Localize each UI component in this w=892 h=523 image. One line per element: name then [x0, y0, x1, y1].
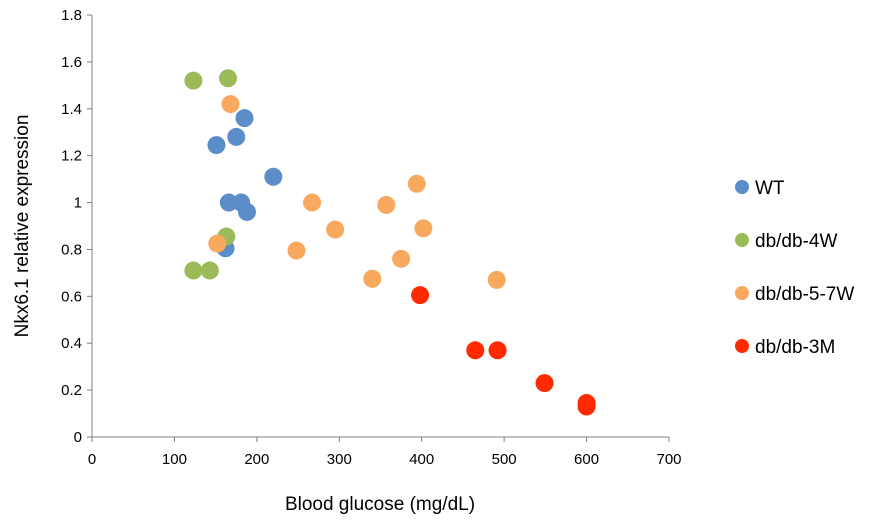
data-point-db-db-5-7w [303, 193, 322, 212]
y-tick-label: 1.2 [61, 148, 82, 165]
data-point-wt [207, 136, 226, 155]
data-point-db-db-5-7w [392, 249, 411, 268]
data-point-db-db-5-7w [326, 220, 345, 239]
x-tick-label: 700 [656, 451, 681, 468]
x-tick-label: 0 [88, 451, 96, 468]
x-tick-label: 600 [574, 451, 599, 468]
data-point-db-db-5-7w [287, 241, 306, 260]
data-point-wt [237, 202, 256, 221]
legend-item-db-db-3m: db/db-3M [735, 337, 835, 358]
axes: 0 100 200 300 400 500 600 700 0 0.2 0.4 0.6 0.8 1 1.2… [61, 7, 681, 468]
data-point-wt [235, 109, 254, 128]
legend-label: WT [755, 178, 785, 199]
y-tick-label: 1.8 [61, 7, 82, 24]
y-tick-label: 1 [74, 195, 82, 212]
y-tick-label: 1.4 [61, 101, 82, 118]
data-point-wt [264, 167, 283, 186]
data-points [184, 69, 596, 416]
legend-item-db-db-4w: db/db-4W [735, 231, 837, 252]
y-axis-title: Nkx6.1 relative expression [12, 115, 33, 338]
y-tick-label: 0 [74, 429, 82, 446]
data-point-db-db-5-7w [487, 270, 506, 289]
legend-label: db/db-5-7W [755, 284, 854, 305]
data-point-db-db-3m [577, 397, 596, 416]
data-point-db-db-5-7w [377, 195, 396, 214]
x-tick-label: 400 [409, 451, 434, 468]
x-ticks: 0 100 200 300 400 500 600 700 [88, 437, 682, 468]
data-point-db-db-5-7w [407, 174, 426, 193]
x-tick-label: 100 [162, 451, 187, 468]
y-ticks: 0 0.2 0.4 0.6 0.8 1 1.2 1.4 1.6 1.8 [61, 7, 92, 446]
data-point-db-db-4w [184, 261, 203, 280]
data-point-db-db-5-7w [363, 269, 382, 288]
data-point-db-db-4w [184, 71, 203, 90]
y-tick-label: 1.6 [61, 54, 82, 71]
x-axis-title: Blood glucose (mg/dL) [285, 494, 475, 515]
legend-label: db/db-4W [755, 231, 837, 252]
y-tick-label: 0.8 [61, 241, 82, 258]
legend-marker [735, 233, 749, 247]
data-point-db-db-5-7w [208, 234, 227, 253]
y-tick-label: 0.6 [61, 288, 82, 305]
y-tick-label: 0.2 [61, 382, 82, 399]
legend-label: db/db-3M [755, 337, 835, 358]
data-point-db-db-5-7w [221, 95, 240, 114]
legend-marker [735, 286, 749, 300]
legend-item-wt: WT [735, 178, 785, 199]
legend: WT db/db-4W db/db-5-7W db/db-3M [735, 178, 854, 358]
data-point-db-db-3m [535, 374, 554, 393]
x-tick-label: 200 [244, 451, 269, 468]
data-point-db-db-3m [488, 341, 507, 360]
legend-marker [735, 339, 749, 353]
data-point-wt [219, 193, 238, 212]
x-tick-label: 500 [492, 451, 517, 468]
y-tick-label: 0.4 [61, 335, 82, 352]
data-point-db-db-3m [411, 286, 430, 305]
data-point-db-db-5-7w [414, 219, 433, 238]
data-point-db-db-4w [219, 69, 238, 88]
x-tick-label: 300 [327, 451, 352, 468]
legend-item-db-db-5-7w: db/db-5-7W [735, 284, 854, 305]
data-point-wt [227, 127, 246, 146]
data-point-db-db-3m [466, 341, 485, 360]
legend-marker [735, 180, 749, 194]
data-point-db-db-4w [200, 261, 219, 280]
